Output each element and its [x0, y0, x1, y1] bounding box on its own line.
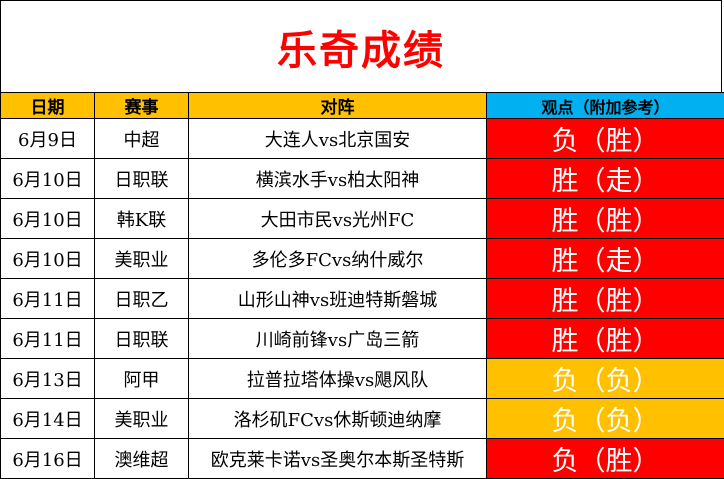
league-cell: 日职联	[95, 159, 189, 199]
match-cell: 山形山神vs班迪特斯磐城	[189, 279, 487, 319]
date-cell: 6月10日	[1, 199, 95, 239]
league-cell: 韩K联	[95, 199, 189, 239]
match-cell: 欧克莱卡诺vs圣奥尔本斯圣特斯	[189, 439, 487, 479]
match-cell: 拉普拉塔体操vs飓风队	[189, 359, 487, 399]
league-cell: 美职业	[95, 239, 189, 279]
table-row: 6月16日澳维超欧克莱卡诺vs圣奥尔本斯圣特斯负（胜）	[1, 439, 724, 479]
match-cell: 大田市民vs光州FC	[189, 199, 487, 239]
result-cell: 负（负）	[487, 359, 724, 399]
header-view: 观点（附加参考）	[487, 93, 724, 119]
date-cell: 6月11日	[1, 279, 95, 319]
result-cell: 胜（胜）	[487, 279, 724, 319]
results-body: 6月9日中超大连人vs北京国安负（胜）6月10日日职联横滨水手vs柏太阳神胜（走…	[1, 119, 724, 479]
table-row: 6月10日日职联横滨水手vs柏太阳神胜（走）	[1, 159, 724, 199]
league-cell: 澳维超	[95, 439, 189, 479]
match-cell: 洛杉矶FCvs休斯顿迪纳摩	[189, 399, 487, 439]
table-row: 6月10日美职业多伦多FCvs纳什威尔胜（走）	[1, 239, 724, 279]
date-cell: 6月13日	[1, 359, 95, 399]
match-cell: 川崎前锋vs广岛三箭	[189, 319, 487, 359]
result-cell: 胜（胜）	[487, 199, 724, 239]
page-title: 乐奇成绩	[0, 0, 722, 92]
date-cell: 6月9日	[1, 119, 95, 159]
match-cell: 横滨水手vs柏太阳神	[189, 159, 487, 199]
header-date: 日期	[1, 93, 95, 119]
result-cell: 负（负）	[487, 399, 724, 439]
date-cell: 6月16日	[1, 439, 95, 479]
date-cell: 6月14日	[1, 399, 95, 439]
date-cell: 6月10日	[1, 159, 95, 199]
league-cell: 中超	[95, 119, 189, 159]
result-cell: 胜（走）	[487, 159, 724, 199]
header-league: 赛事	[95, 93, 189, 119]
result-cell: 胜（胜）	[487, 319, 724, 359]
results-sheet: 乐奇成绩 日期 赛事 对阵 观点（附加参考） 6月9日中超大连人vs北京国安负（…	[0, 0, 724, 454]
result-cell: 负（胜）	[487, 439, 724, 479]
results-table: 日期 赛事 对阵 观点（附加参考） 6月9日中超大连人vs北京国安负（胜）6月1…	[0, 92, 724, 479]
match-cell: 大连人vs北京国安	[189, 119, 487, 159]
header-match: 对阵	[189, 93, 487, 119]
table-row: 6月11日日职乙山形山神vs班迪特斯磐城胜（胜）	[1, 279, 724, 319]
table-row: 6月13日阿甲拉普拉塔体操vs飓风队负（负）	[1, 359, 724, 399]
table-row: 6月9日中超大连人vs北京国安负（胜）	[1, 119, 724, 159]
table-row: 6月14日美职业洛杉矶FCvs休斯顿迪纳摩负（负）	[1, 399, 724, 439]
table-row: 6月11日日职联川崎前锋vs广岛三箭胜（胜）	[1, 319, 724, 359]
league-cell: 阿甲	[95, 359, 189, 399]
date-cell: 6月11日	[1, 319, 95, 359]
match-cell: 多伦多FCvs纳什威尔	[189, 239, 487, 279]
league-cell: 美职业	[95, 399, 189, 439]
league-cell: 日职联	[95, 319, 189, 359]
header-row: 日期 赛事 对阵 观点（附加参考）	[1, 93, 724, 119]
result-cell: 胜（走）	[487, 239, 724, 279]
league-cell: 日职乙	[95, 279, 189, 319]
date-cell: 6月10日	[1, 239, 95, 279]
result-cell: 负（胜）	[487, 119, 724, 159]
